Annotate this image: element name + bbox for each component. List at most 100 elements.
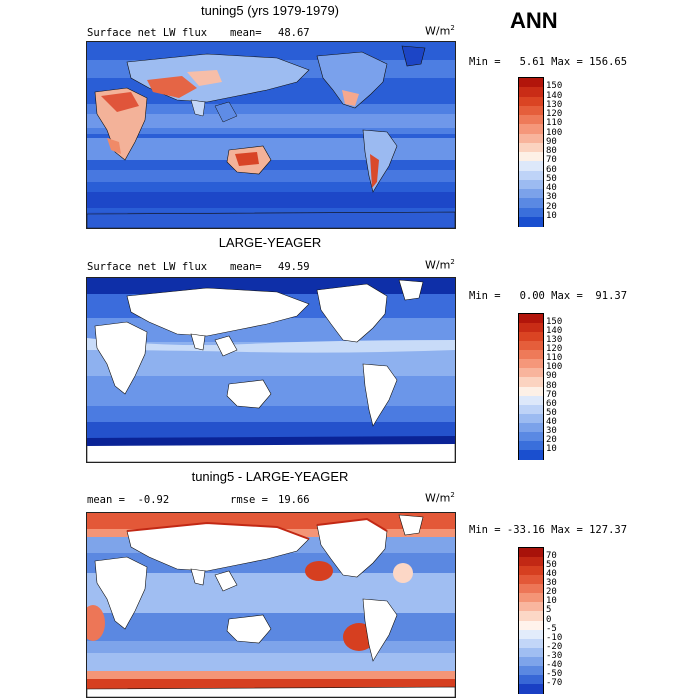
colorbar-tick-label: 20: [546, 434, 557, 445]
colorbar-cell: [519, 584, 543, 594]
colorbar-tick-label: 70: [546, 389, 557, 400]
min-max-label: Min = 5.61 Max = 156.65: [469, 56, 628, 68]
min-max-label: Min = 0.00 Max = 91.37: [469, 290, 628, 302]
map-difference-lw-flux: [86, 512, 456, 698]
colorbar-tick-label: 10: [546, 596, 557, 607]
colorbar-tick-label: 120: [546, 344, 563, 355]
units-label: W/m2: [425, 258, 455, 272]
colorbar-tick-label: -50: [546, 668, 563, 679]
colorbar-tick-label: 100: [546, 362, 563, 373]
colorbar-tick-label: 60: [546, 398, 557, 409]
colorbar-tick-label: 100: [546, 127, 563, 138]
colorbar-tick-label: 80: [546, 146, 557, 156]
mean-label: mean=: [230, 261, 262, 273]
colorbar-cell: [519, 566, 543, 576]
colorbar-tick-label: 60: [546, 164, 557, 175]
map-field: [87, 513, 455, 697]
colorbar-cell: [519, 638, 543, 649]
map-model-lw-flux: [86, 41, 456, 229]
colorbar-tick-label: 120: [546, 109, 563, 119]
season-label: ANN: [510, 8, 558, 33]
colorbar-cell: [519, 620, 543, 631]
colorbar-cell: [519, 115, 543, 125]
colorbar-cell: [519, 152, 543, 162]
colorbar-cell: [519, 611, 543, 621]
colorbar-tick-label: 70: [546, 551, 557, 562]
mean-value: 48.67: [278, 27, 310, 39]
colorbar-tick-label: 130: [546, 335, 563, 346]
colorbar-cell: [519, 386, 543, 397]
colorbar-cell: [519, 332, 543, 342]
colorbar-tick-label: 130: [546, 99, 563, 110]
colorbar-tick-label: 40: [546, 183, 557, 193]
colorbar-tick-label: -10: [546, 632, 563, 643]
colorbar-tick-label: 20: [546, 587, 557, 598]
panel-title: tuning5 - LARGE-YEAGER: [191, 469, 349, 484]
colorbar-tick-label: 20: [546, 201, 557, 212]
colorbar-cell: [519, 449, 543, 460]
colorbar-cell: [519, 323, 543, 333]
colorbar-observations: [518, 313, 544, 460]
panel-title: tuning5 (yrs 1979-1979): [200, 3, 340, 18]
mean-value: 49.59: [278, 261, 310, 273]
colorbar-cell: [519, 179, 543, 190]
colorbar-cell: [519, 350, 543, 360]
colorbar-tick-label: 10: [546, 443, 557, 454]
colorbar-cell: [519, 87, 543, 97]
colorbar-cell: [519, 133, 543, 144]
colorbar-cell: [519, 683, 543, 694]
colorbar-tick-label: -30: [546, 650, 563, 661]
colorbar-tick-label: -70: [546, 677, 563, 688]
colorbar-tick-label: 140: [546, 326, 563, 337]
colorbar-tick-label: 90: [546, 371, 557, 382]
colorbar-cell: [519, 647, 543, 658]
colorbar-tick-label: 90: [546, 136, 557, 147]
variable-label: Surface net LW flux: [87, 27, 208, 39]
colorbar-tick-label: -40: [546, 659, 563, 670]
colorbar-tick-label: 70: [546, 155, 557, 166]
colorbar-cell: [519, 602, 543, 612]
colorbar-cell: [519, 377, 543, 387]
colorbar-cell: [519, 207, 543, 218]
colorbar-cell: [519, 142, 543, 153]
colorbar-cell: [519, 96, 543, 107]
colorbar-cell: [519, 170, 543, 181]
colorbar-cell: [519, 314, 543, 324]
panel-title: LARGE-YEAGER: [218, 235, 322, 250]
colorbar-cell: [519, 674, 543, 685]
colorbar-tick-label: -20: [546, 641, 563, 652]
colorbar-tick-label: 30: [546, 192, 557, 203]
colorbar-tick-label: 140: [546, 90, 563, 101]
colorbar-tick-label: 10: [546, 210, 557, 221]
colorbar-cell: [519, 575, 543, 585]
colorbar-tick-label: 0: [546, 614, 552, 625]
colorbar-cell: [519, 422, 543, 433]
colorbar-tick-label: 50: [546, 407, 557, 418]
colorbar-cell: [519, 413, 543, 424]
map-field: [87, 278, 455, 462]
colorbar-cell: [519, 629, 543, 640]
colorbar-tick-label: 5: [546, 605, 552, 616]
colorbar-tick-label: 40: [546, 569, 557, 580]
mean-label: mean=: [230, 27, 262, 39]
colorbar-tick-label: 110: [546, 353, 563, 364]
colorbar-difference: [518, 547, 544, 694]
colorbar-cell: [519, 124, 543, 134]
units-label: W/m2: [425, 24, 455, 38]
colorbar-cell: [519, 198, 543, 208]
colorbar-tick-label: 150: [546, 317, 563, 328]
rmse-label: rmse =: [230, 494, 268, 506]
variable-label: Surface net LW flux: [87, 261, 208, 273]
colorbar-cell: [519, 656, 543, 667]
colorbar-cell: [519, 665, 543, 676]
colorbar-cell: [519, 105, 543, 116]
colorbar-cell: [519, 395, 543, 406]
colorbar-tick-label: 50: [546, 173, 557, 184]
colorbar-tick-label: 30: [546, 425, 557, 436]
colorbar-cell: [519, 189, 543, 199]
map-field: [87, 42, 455, 228]
colorbar-cell: [519, 593, 543, 603]
mean-label: mean = -0.92: [87, 494, 170, 506]
colorbar-tick-label: 50: [546, 560, 557, 571]
colorbar-cell: [519, 341, 543, 351]
